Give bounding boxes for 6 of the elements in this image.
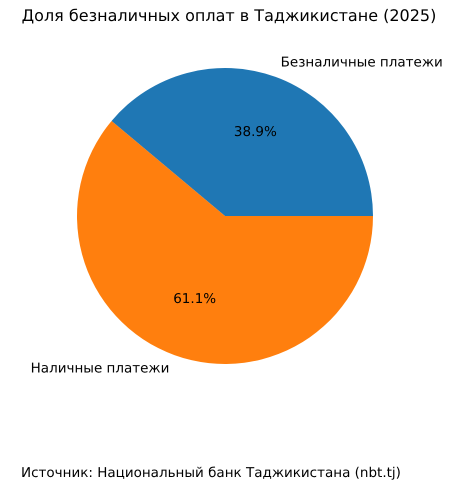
slice-label: Безналичные платежи bbox=[280, 54, 443, 70]
slice-label: Наличные платежи bbox=[30, 360, 170, 376]
data-label: 38.9% bbox=[234, 124, 277, 140]
text: Источник: Национальный банк Таджикистана (nbt.tj) bbox=[21, 465, 401, 481]
chart-title: Доля безналичных оплат в Таджикистане (2025) bbox=[20, 6, 438, 25]
data-label: 61.1% bbox=[173, 290, 216, 307]
